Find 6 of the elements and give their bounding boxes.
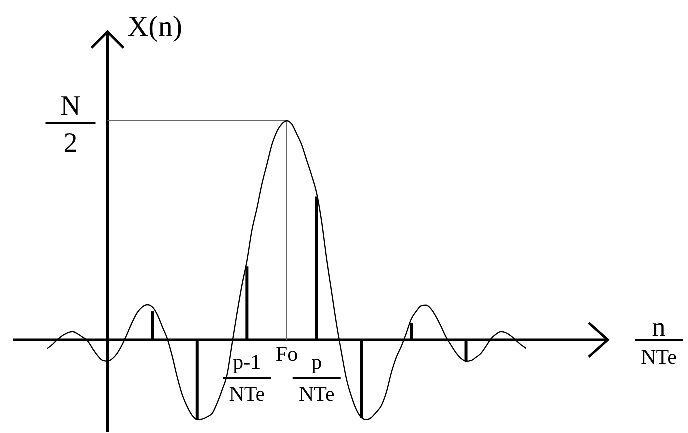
x-tick-label: p-1 NTe <box>229 350 266 406</box>
ref-line-label: N 2 <box>60 91 81 160</box>
y-axis-title: X(n) <box>128 11 183 43</box>
x-tick-label: Fo <box>276 342 298 366</box>
x-tick-label: p NTe <box>298 350 335 406</box>
x-axis-title: n NTe <box>641 312 677 370</box>
